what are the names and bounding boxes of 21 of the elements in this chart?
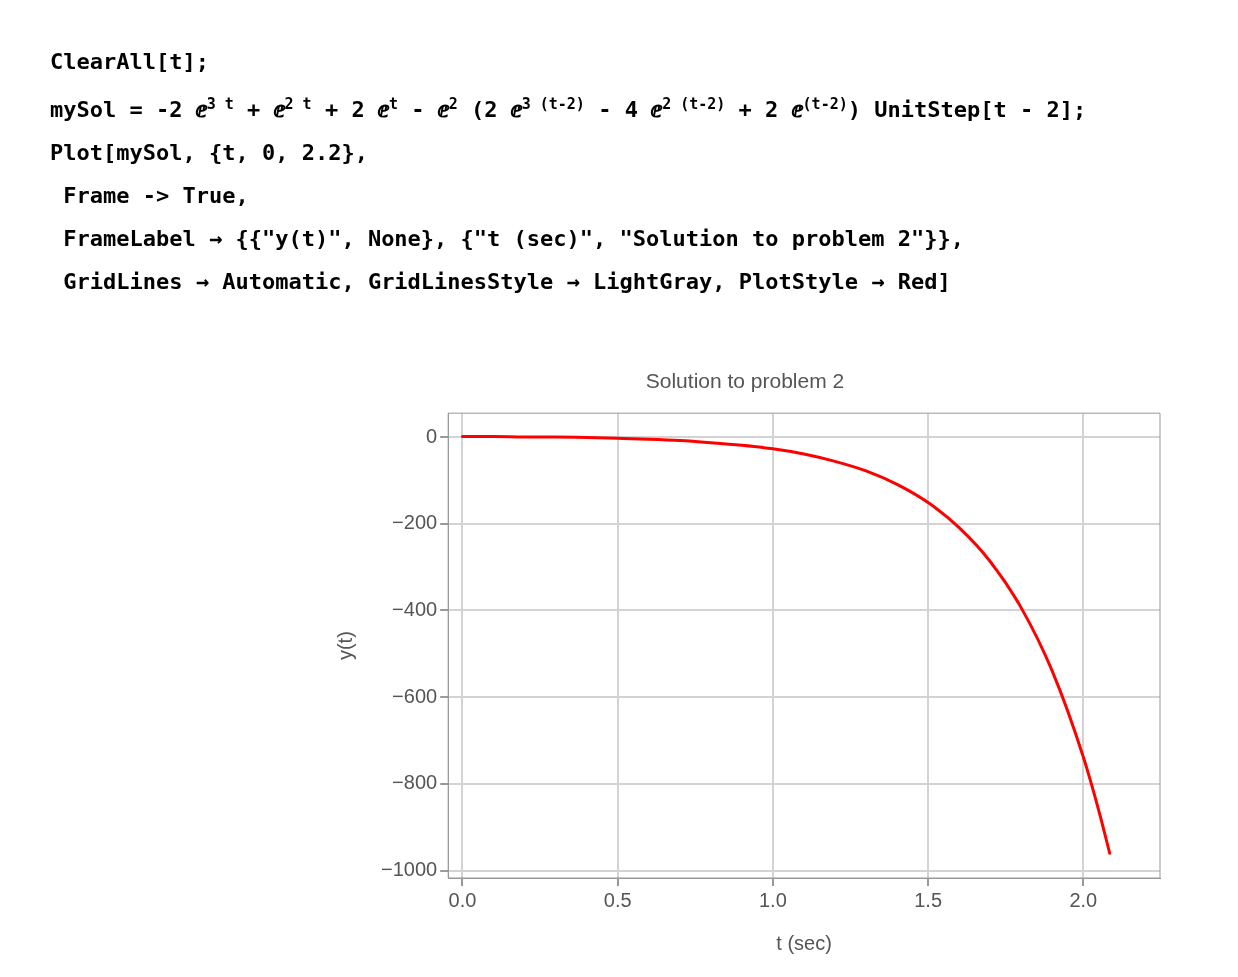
y-tick-label: −200	[392, 511, 438, 534]
x-axis-title: t (sec)	[776, 931, 832, 954]
line-series	[460, 435, 1112, 855]
x-tick-label: 1.0	[758, 888, 787, 911]
y-tick-label: 0	[426, 424, 438, 447]
y-tick-label: −600	[392, 684, 438, 707]
x-tick-label: 0.5	[603, 888, 632, 911]
y-tick-label: −400	[392, 598, 438, 620]
x-tick-label: 0.0	[448, 888, 477, 911]
y-tick-label: −1000	[381, 858, 438, 881]
text: mySol = -2 ⅇ$^{3 t}$ + ⅇ$^{2 t}$ + 2 ⅇ$^{t}$ - ⅇ$^{2}$ (2 ⅇ$^{3 (t-2)}$ - 4 ⅇ$^{2 (t-2)}$ + 2 ⅇ$^{(t-2)}$) UnitStep[t - 2];	[50, 95, 1087, 123]
text: GridLines → Automatic, GridLinesStyle → LightGray, PlotStyle → Red]	[62, 268, 952, 297]
text: Plot[mySol, {t, 0, 2.2},	[50, 139, 369, 168]
x-tick-label: 1.5	[914, 888, 943, 911]
chart-title: Solution to problem 2	[645, 369, 845, 393]
text: FrameLabel → {{"y(t)", None}, {"t (sec)", "Solution to problem 2"}},	[62, 225, 965, 254]
x-tick-label: 2.0	[1069, 888, 1098, 911]
text: Frame -> True,	[62, 182, 250, 211]
y-axis-title: y(t)	[333, 631, 356, 661]
text: ClearAll[t];	[50, 48, 210, 76]
y-tick-label: −800	[392, 771, 438, 794]
